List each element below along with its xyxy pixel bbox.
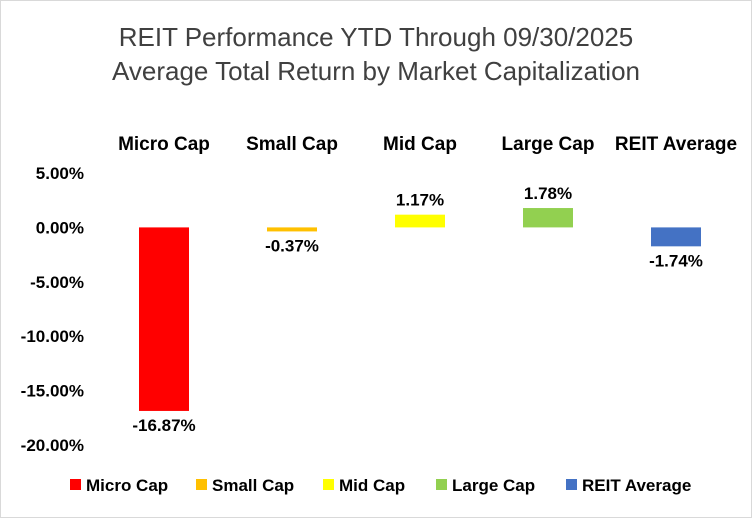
- legend-label: Mid Cap: [339, 476, 405, 495]
- legend-item: REIT Average: [566, 476, 691, 495]
- bar: [395, 214, 445, 228]
- y-tick-label: -5.00%: [30, 273, 84, 292]
- bar: [139, 227, 189, 411]
- legend: Micro Cap Small Cap Mid Cap Large Cap REIT A…: [70, 476, 691, 495]
- legend-label: Micro Cap: [86, 476, 168, 495]
- data-label: 1.17%: [396, 191, 444, 210]
- data-label: 1.78%: [524, 184, 572, 203]
- legend-swatch: [196, 479, 207, 490]
- y-tick-label: -20.00%: [21, 436, 84, 455]
- y-axis-tick-labels: 5.00% 0.00% -5.00% -10.00% -15.00% -20.00%: [21, 164, 84, 455]
- category-labels: Micro Cap Small Cap Mid Cap Large Cap REIT A…: [118, 134, 737, 155]
- y-tick-label: -15.00%: [21, 382, 84, 401]
- bar: [267, 227, 317, 232]
- legend-label: Small Cap: [212, 476, 294, 495]
- data-label: -16.87%: [132, 416, 195, 435]
- y-tick-label: 0.00%: [36, 218, 84, 237]
- y-tick-label: 5.00%: [36, 164, 84, 183]
- category-label: REIT Average: [615, 134, 737, 155]
- legend-item: Micro Cap: [70, 476, 168, 495]
- chart-subtitle: Average Total Return by Market Capitaliz…: [112, 56, 640, 86]
- legend-item: Mid Cap: [323, 476, 405, 495]
- legend-swatch: [566, 479, 577, 490]
- legend-swatch: [70, 479, 81, 490]
- y-tick-label: -10.00%: [21, 327, 84, 346]
- legend-item: Small Cap: [196, 476, 294, 495]
- data-labels: -16.87% -0.37% 1.17% 1.78% -1.74%: [132, 184, 703, 435]
- legend-swatch: [436, 479, 447, 490]
- legend-item: Large Cap: [436, 476, 535, 495]
- legend-label: REIT Average: [582, 476, 691, 495]
- legend-label: Large Cap: [452, 476, 535, 495]
- bar: [523, 208, 573, 228]
- legend-swatch: [323, 479, 334, 490]
- category-label: Mid Cap: [383, 134, 457, 155]
- category-label: Large Cap: [502, 134, 595, 155]
- bars: [139, 208, 701, 411]
- category-label: Micro Cap: [118, 134, 210, 155]
- data-label: -1.74%: [649, 251, 703, 270]
- data-label: -0.37%: [265, 236, 319, 255]
- chart-title: REIT Performance YTD Through 09/30/2025: [119, 22, 634, 52]
- bar: [651, 227, 701, 247]
- category-label: Small Cap: [246, 134, 338, 155]
